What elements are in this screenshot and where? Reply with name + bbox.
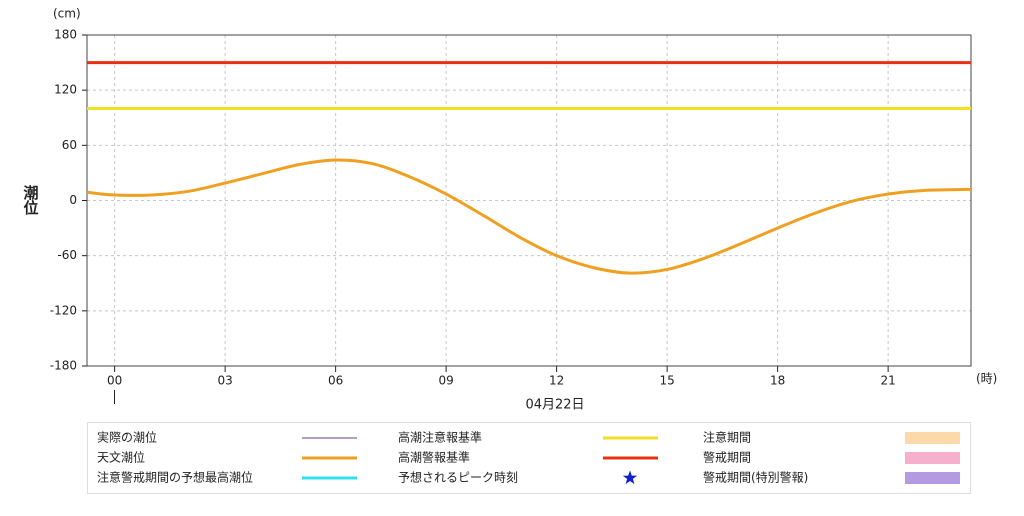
legend-label: 天文潮位 <box>97 450 145 465</box>
x-tick-label: 21 <box>880 374 895 388</box>
y-tick-label: -120 <box>50 303 77 317</box>
x-tick-label: 06 <box>328 374 343 388</box>
x-tick-label: 00 <box>107 374 122 388</box>
x-tick-label: 15 <box>659 374 674 388</box>
y-axis-label: 潮位 <box>22 184 40 215</box>
y-tick-label: -60 <box>57 248 77 262</box>
tide-line <box>86 158 972 275</box>
legend-label: 警戒期間 <box>703 450 751 465</box>
legend-label: 高潮注意報基準 <box>398 430 482 445</box>
y-tick-label: 60 <box>62 138 77 152</box>
legend-box <box>87 422 971 494</box>
legend-swatch <box>905 432 960 444</box>
x-tick-label: 03 <box>217 374 232 388</box>
date-label: 04月22日 <box>525 398 584 413</box>
plot-frame <box>86 34 972 367</box>
legend-swatch <box>622 470 638 485</box>
legend-label: 実際の潮位 <box>97 430 157 445</box>
legend-label: 高潮警報基準 <box>398 450 470 465</box>
legend-label: 予想されるピーク時刻 <box>398 470 518 485</box>
x-tick-label: 18 <box>770 374 785 388</box>
x-tick-label: 12 <box>549 374 564 388</box>
legend-label: 注意期間 <box>703 430 751 445</box>
x-tick-label: 09 <box>438 374 453 388</box>
y-unit: (cm) <box>53 7 81 21</box>
y-tick-label: 120 <box>54 83 77 97</box>
legend-swatch <box>905 452 960 464</box>
y-tick-label: 0 <box>69 193 77 207</box>
x-unit: (時) <box>976 372 997 386</box>
legend-swatch <box>905 472 960 484</box>
y-tick-label: -180 <box>50 359 77 373</box>
legend-label: 注意警戒期間の予想最高潮位 <box>97 470 253 485</box>
legend-label: 警戒期間(特別警報) <box>703 470 808 485</box>
y-tick-label: 180 <box>54 28 77 42</box>
